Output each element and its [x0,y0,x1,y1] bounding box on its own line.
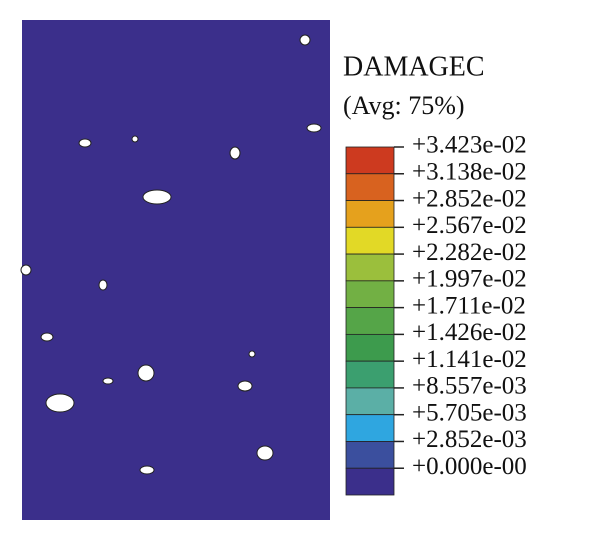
color-band [345,467,395,496]
legend-label: +2.567e-02 [412,212,527,239]
contour-plot [20,20,330,520]
color-band [345,173,395,201]
legend-label: +0.000e-00 [412,453,527,480]
legend-label: +5.705e-03 [412,399,527,426]
legend-label: +3.138e-02 [412,159,527,186]
damage-spot [98,279,108,291]
damage-spot [131,135,139,143]
damage-spot [306,123,322,133]
legend-label: +1.141e-02 [412,346,527,373]
damage-spot [78,138,92,148]
legend-label: +1.426e-02 [412,319,527,346]
legend-label: +2.852e-02 [412,185,527,212]
color-band [345,441,395,469]
damage-spot [248,350,256,358]
damage-spot [45,393,75,413]
color-band [345,253,395,282]
color-band [345,414,395,442]
damage-spot [256,445,274,461]
color-band [345,307,395,335]
damage-spot [40,332,54,342]
legend-label: +3.423e-02 [412,132,527,159]
legend-label: +1.711e-02 [412,292,526,319]
legend: DAMAGEC (Avg: 75%) +3.423e-02+3.138e-02+… [343,51,527,496]
color-band [345,146,395,175]
legend-label: +8.557e-03 [412,373,527,400]
legend-subtitle: (Avg: 75%) [343,91,465,120]
damage-spot [102,377,114,385]
mesh-domain [22,20,330,520]
damage-spot [137,364,155,382]
color-band [345,226,395,255]
damage-spot [299,34,311,46]
damage-spot [142,189,172,205]
color-band [345,333,395,362]
damage-spot [237,380,253,392]
color-band [345,200,395,228]
legend-label: +2.852e-03 [412,426,527,453]
legend-title: DAMAGEC [343,51,485,82]
color-band [345,387,395,416]
legend-label: +2.282e-02 [412,239,527,266]
color-band [345,280,395,309]
legend-label: +1.997e-02 [412,266,527,293]
color-band [345,360,395,389]
damage-spot [139,465,155,475]
damage-spot [229,146,241,160]
damage-spot [20,264,32,276]
